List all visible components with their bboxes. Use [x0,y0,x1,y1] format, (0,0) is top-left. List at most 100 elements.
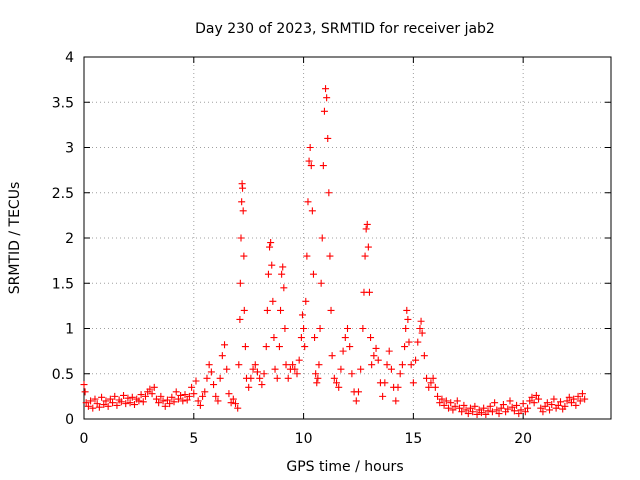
data-point [368,361,376,369]
data-point [325,189,333,197]
data-point [82,399,90,407]
data-point [311,334,319,342]
data-point [207,368,215,376]
data-point [221,341,229,349]
data-point [396,370,404,378]
data-point [469,408,477,416]
data-point [416,325,424,332]
data-point [312,370,320,378]
data-point [152,395,160,403]
data-point [185,392,193,400]
data-point [297,334,305,342]
data-point [95,403,103,411]
data-point [403,306,411,314]
data-point [155,399,163,407]
data-point [275,343,283,351]
data-point [530,399,538,407]
data-point [460,401,468,409]
y-tick-label: 0.5 [52,367,74,383]
data-point [402,325,410,332]
data-point [293,370,301,378]
data-point [365,288,373,296]
y-tick-label: 2.5 [52,186,74,202]
data-point [554,401,562,409]
data-point [493,406,501,414]
data-point [510,407,518,415]
y-tick-label: 3 [65,141,74,157]
data-point [327,306,335,314]
data-point [348,370,356,378]
data-point [453,397,461,405]
data-point [328,352,336,360]
data-point [181,391,189,399]
data-point [210,381,218,389]
data-point [232,400,240,408]
data-point [245,383,253,391]
data-point [128,393,136,401]
data-point [203,374,211,382]
data-point [442,397,450,405]
data-point [150,383,158,391]
data-point [535,395,543,403]
data-point [177,391,185,399]
data-point [504,405,512,413]
data-point [281,325,289,332]
data-point [111,392,119,400]
data-point [337,365,345,373]
data-point [314,374,322,382]
data-point [434,392,442,400]
data-point [303,252,311,260]
x-tick-label: 0 [80,431,89,447]
data-point [256,374,264,382]
data-point [471,402,479,410]
y-tick-label: 1 [65,322,74,338]
data-point [216,374,224,382]
data-point [357,365,365,373]
data-point [335,383,343,391]
data-point [80,381,88,389]
data-point [201,388,209,396]
data-point [300,325,308,332]
data-point [412,356,420,364]
data-point [284,374,292,382]
x-tick-labels: 0 5 10 15 20 [80,431,533,447]
data-point [270,334,278,342]
y-tick-label: 0 [65,412,74,428]
data-point [159,397,167,405]
y-tick-label: 3.5 [52,95,74,111]
data-point [532,391,540,399]
data-point [249,365,257,373]
data-point [526,397,534,405]
chart-title: Day 230 of 2023, SRMTID for receiver jab… [195,21,495,37]
axis-ticks [83,56,611,420]
data-point [239,184,247,192]
data-point [282,361,290,369]
data-point [484,407,492,415]
data-point [326,252,334,260]
data-point [89,404,97,412]
data-point [273,374,281,382]
data-point [324,134,332,142]
data-point [385,347,393,355]
data-point [258,381,266,389]
data-point [576,397,584,405]
data-point [508,403,516,411]
data-point [291,365,299,373]
data-point [174,395,182,403]
data-point [247,374,255,382]
data-point [309,270,317,278]
data-point [541,402,549,410]
data-point [359,325,367,332]
data-point [236,315,244,323]
data-point [225,390,233,398]
data-point [237,234,245,242]
data-point [238,198,246,206]
data-point [122,400,130,408]
data-point [87,397,95,405]
data-point [260,370,268,378]
data-point [565,393,573,401]
data-point [240,306,248,314]
data-point [387,365,395,373]
data-point [506,397,514,405]
